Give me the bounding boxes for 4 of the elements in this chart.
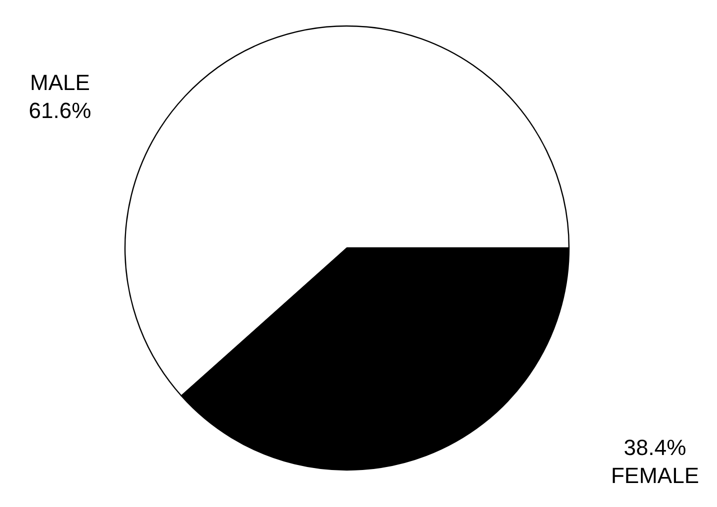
slice-label: FEMALE [610,463,700,488]
data-label: 61.6% [28,98,92,123]
slice-label: MALE [30,70,90,95]
data-label: 38.4% [624,435,686,460]
